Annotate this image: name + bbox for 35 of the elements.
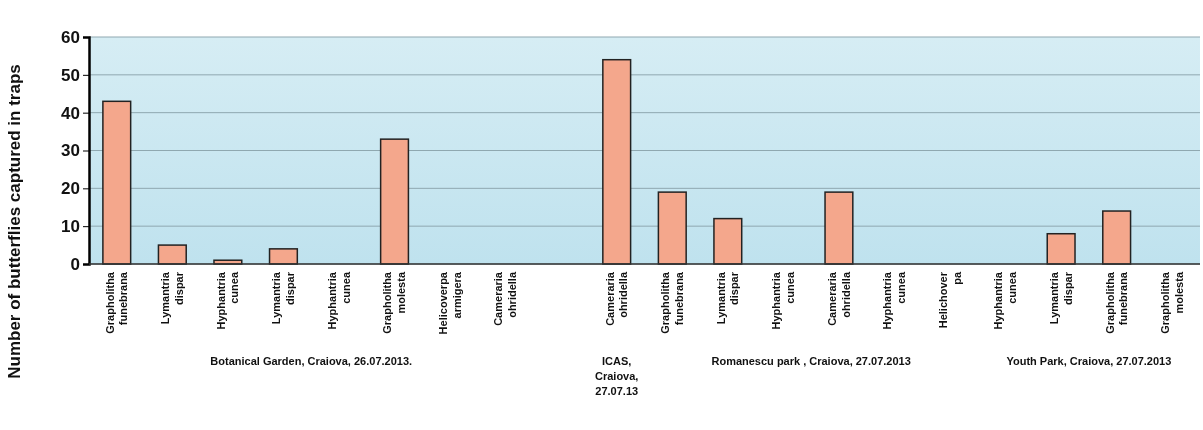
y-axis-title: Number of butterflies captured in traps <box>5 64 24 379</box>
x-tick-label: Grapholitha molesta <box>1159 271 1185 334</box>
text: ICAS, Craiova, 27.07.13 <box>595 355 639 397</box>
bar <box>1102 210 1132 265</box>
bar <box>602 58 632 265</box>
bar <box>1046 232 1076 265</box>
x-tick-label: Hyphantria cunea <box>214 271 241 330</box>
x-tick-label: Lymantria dispar <box>1047 271 1074 325</box>
bar <box>657 191 687 265</box>
x-tick-label: Lymantria dispar <box>159 271 185 325</box>
text: Botanical Garden, Craiova, 26.07.2013. <box>210 355 413 367</box>
y-tick-label: 20 <box>61 179 80 199</box>
x-tick-label: Hyphantria cunea <box>325 271 352 330</box>
text: Romanescu park , Craiova, 27.07.2013 <box>711 355 911 367</box>
x-tick-label: Lymantria dispar <box>714 271 741 325</box>
y-tick-label: 10 <box>61 217 80 237</box>
x-tick-label: Grapholitha funebrana <box>103 271 130 334</box>
bar <box>102 100 132 265</box>
bar <box>713 217 743 265</box>
x-tick-label: Helichover pa <box>936 271 963 329</box>
bar <box>824 191 854 265</box>
y-tick-label: 0 <box>70 254 80 274</box>
y-tick-label: 60 <box>61 27 80 47</box>
x-tick-label: Lymantria dispar <box>270 271 297 325</box>
bar <box>268 248 299 265</box>
bar <box>379 138 410 265</box>
bar <box>157 244 187 265</box>
x-tick-label: Cameraria ohridella <box>603 271 630 326</box>
y-tick-label: 40 <box>61 103 80 123</box>
x-tick-label: Hyphantria cunea <box>992 271 1019 330</box>
x-tick-label: Hyphantria cunea <box>770 271 796 330</box>
text: Youth Park, Craiova, 27.07.2013 <box>1006 355 1172 367</box>
x-tick-label: Hyphantria cunea <box>881 271 908 330</box>
y-tick-label: 50 <box>61 65 80 85</box>
y-tick-label: 30 <box>61 141 80 161</box>
